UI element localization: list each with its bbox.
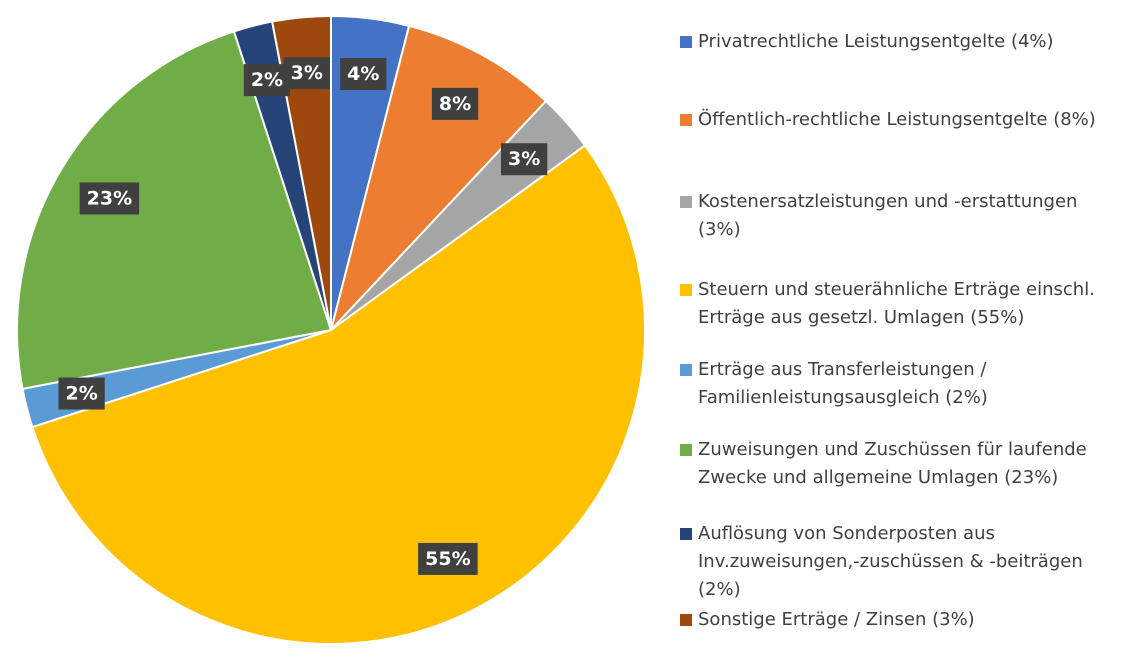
data-label: 3%: [508, 148, 540, 170]
legend-swatch: [680, 196, 692, 208]
chart: 4% 8% 3% 55% 2% 23% 2% 3%: [16, 14, 646, 645]
legend-label: Erträge aus Transferleistungen / Familie…: [698, 359, 988, 408]
legend-label: Öffentlich-rechtliche Leistungsentgelte …: [698, 109, 1096, 130]
legend-label: Steuern und steuerähnliche Erträge einsc…: [698, 279, 1095, 328]
pie-slice: [16, 30, 333, 391]
legend-label: Privatrechtliche Leistungsentgelte (4%): [698, 31, 1054, 52]
legend-label: Kostenersatzleistungen und -erstattungen…: [698, 191, 1078, 240]
legend-item: Öffentlich-rechtliche Leistungsentgelte …: [680, 106, 1120, 134]
pie-slice: [31, 144, 646, 645]
legend-swatch: [680, 614, 692, 626]
data-label: 55%: [425, 548, 470, 570]
legend-swatch: [680, 114, 692, 126]
data-label-bg: [501, 143, 548, 176]
legend-item: Kostenersatzleistungen und -erstattungen…: [680, 188, 1120, 244]
legend-swatch: [680, 528, 692, 540]
data-label-bg: [243, 64, 291, 97]
legend-label: Sonstige Erträge / Zinsen (3%): [698, 609, 975, 630]
data-label: 3%: [291, 62, 323, 84]
data-label-bg: [418, 542, 478, 575]
data-label: 8%: [439, 93, 471, 115]
legend-item: Steuern und steuerähnliche Erträge einsc…: [680, 276, 1120, 332]
legend-swatch: [680, 444, 692, 456]
data-label-bg: [79, 182, 140, 215]
legend-label: Zuweisungen und Zuschüssen für laufende …: [698, 439, 1087, 488]
legend-item: Erträge aus Transferleistungen / Familie…: [680, 356, 1120, 412]
data-label-bg: [431, 87, 479, 120]
legend: Privatrechtliche Leistungsentgelte (4%) Ö…: [680, 0, 1130, 653]
legend-swatch: [680, 284, 692, 296]
data-label: 4%: [347, 63, 379, 85]
legend-item: Auflösung von Sonderposten aus Inv.zuwei…: [680, 520, 1120, 604]
legend-swatch: [680, 36, 692, 48]
data-label: 23%: [87, 187, 132, 209]
legend-swatch: [680, 364, 692, 376]
legend-label: Auflösung von Sonderposten aus Inv.zuwei…: [698, 523, 1083, 600]
data-label: 2%: [65, 383, 97, 405]
data-label: 2%: [251, 69, 283, 91]
legend-item: Sonstige Erträge / Zinsen (3%): [680, 606, 1120, 634]
data-label-bg: [340, 58, 387, 91]
legend-item: Zuweisungen und Zuschüssen für laufende …: [680, 436, 1120, 492]
data-label-bg: [58, 377, 105, 410]
pie-slice: [330, 24, 548, 331]
data-label-bg: [283, 57, 330, 90]
legend-item: Privatrechtliche Leistungsentgelte (4%): [680, 28, 1120, 56]
